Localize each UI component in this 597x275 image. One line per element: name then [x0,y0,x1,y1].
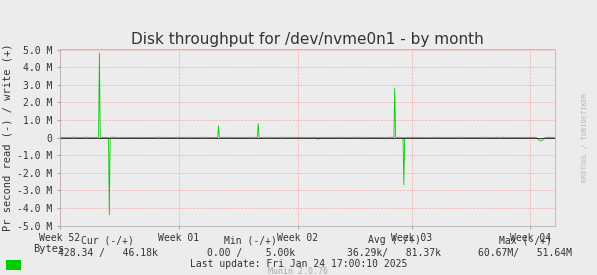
Text: RRDTOOL / TOBIOETIKER: RRDTOOL / TOBIOETIKER [582,93,588,182]
Text: Munin 2.0.76: Munin 2.0.76 [269,267,328,275]
Title: Disk throughput for /dev/nvme0n1 - by month: Disk throughput for /dev/nvme0n1 - by mo… [131,32,484,47]
Text: Max (-/+): Max (-/+) [499,235,552,245]
Text: Cur (-/+): Cur (-/+) [81,235,134,245]
Text: 60.67M/   51.64M: 60.67M/ 51.64M [478,248,573,258]
Text: Min (-/+): Min (-/+) [224,235,277,245]
Text: 428.34 /   46.18k: 428.34 / 46.18k [57,248,158,258]
Text: Avg (-/+): Avg (-/+) [368,235,420,245]
Text: Bytes: Bytes [33,244,64,254]
Text: Last update: Fri Jan 24 17:00:10 2025: Last update: Fri Jan 24 17:00:10 2025 [190,259,407,269]
Y-axis label: Pr second read (-) / write (+): Pr second read (-) / write (+) [2,44,13,231]
Text: 0.00 /    5.00k: 0.00 / 5.00k [207,248,295,258]
Text: 36.29k/   81.37k: 36.29k/ 81.37k [347,248,441,258]
